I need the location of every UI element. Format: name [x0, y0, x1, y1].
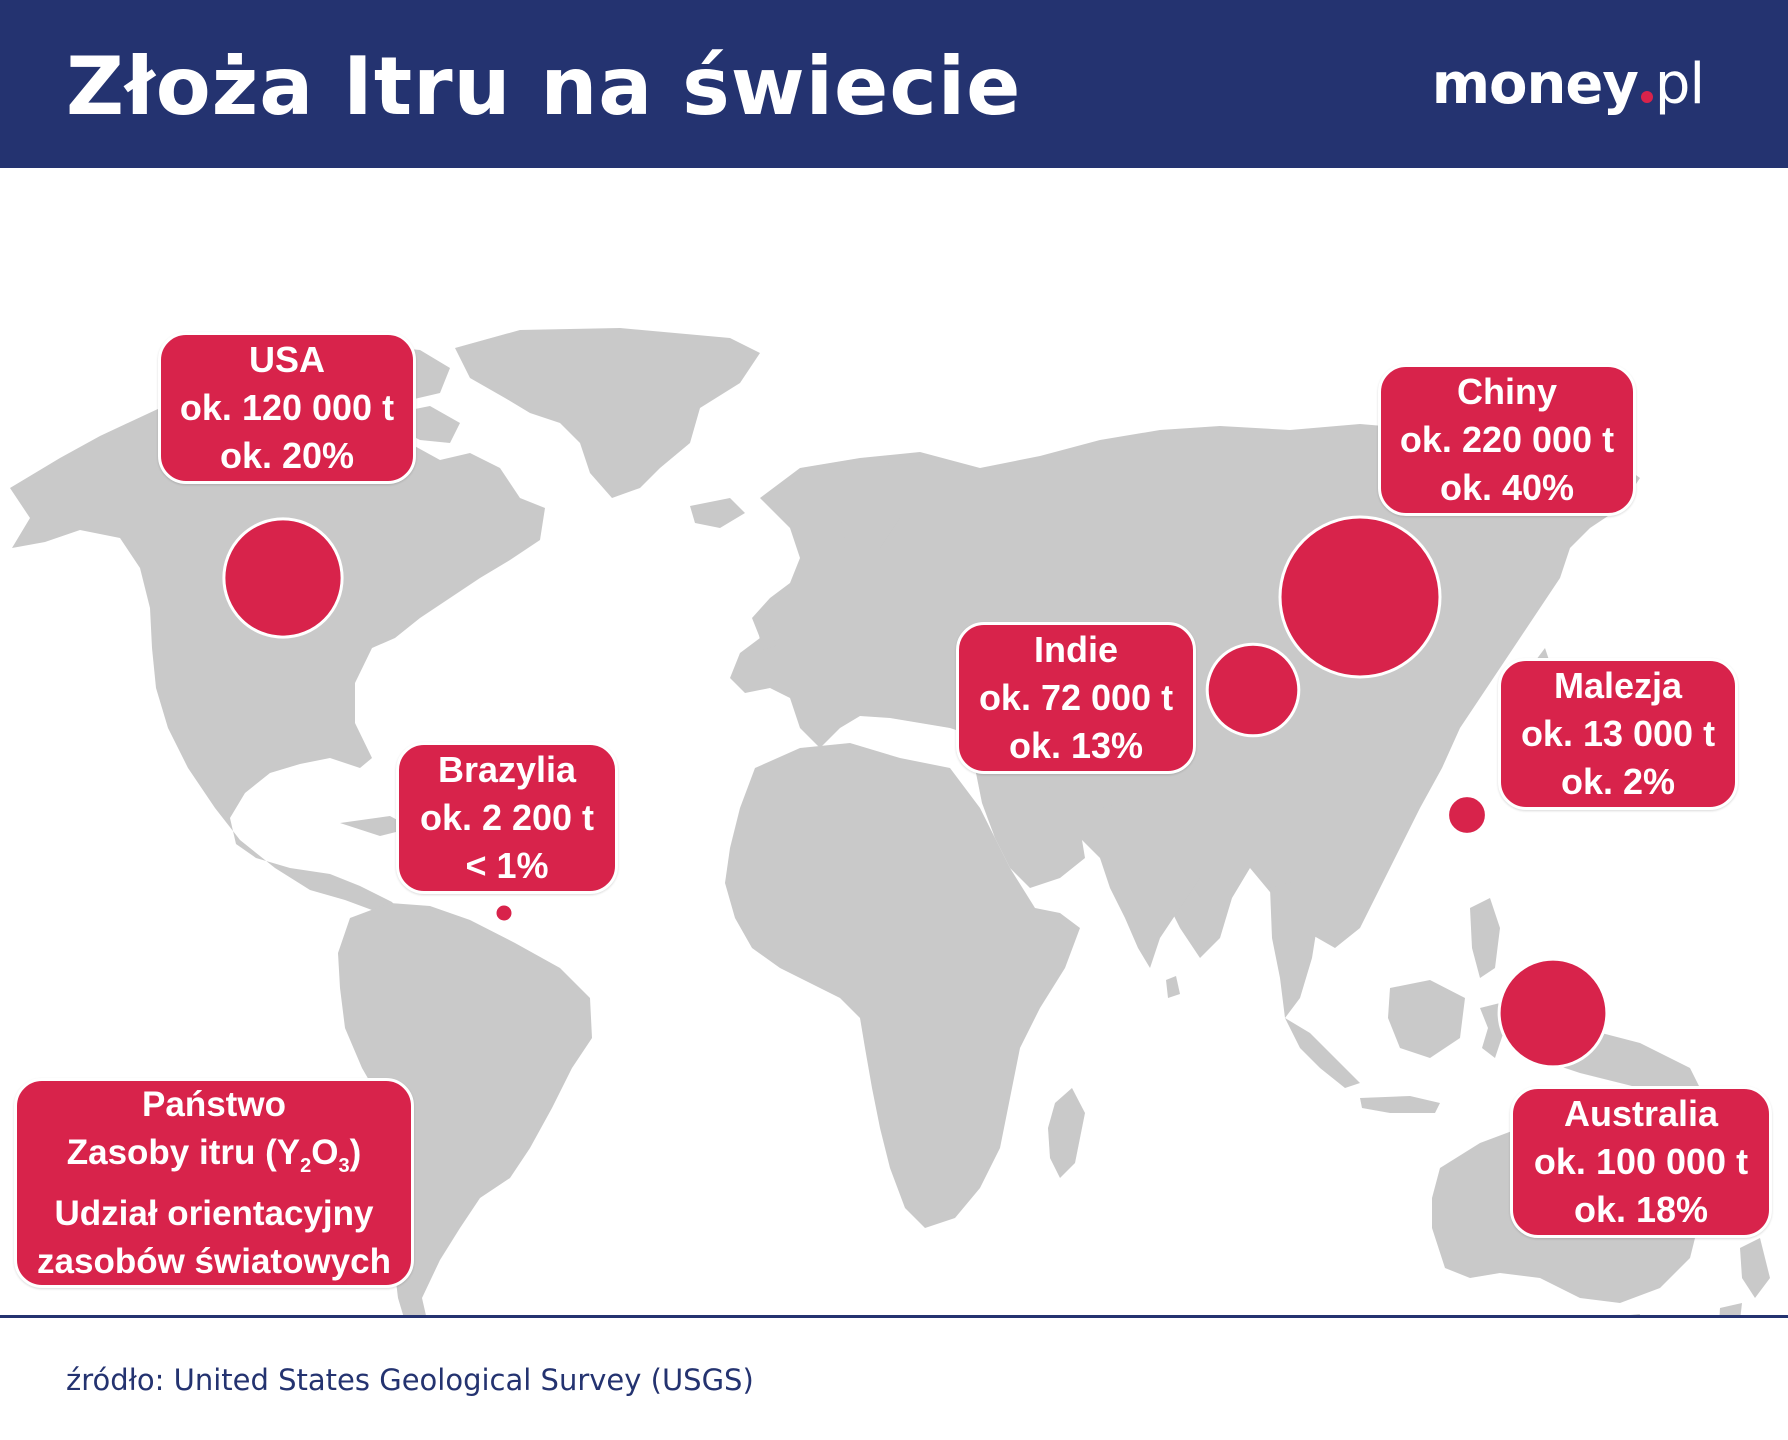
reserve-amount: ok. 13 000 t	[1520, 713, 1716, 754]
legend-country-line: Państwo	[142, 1084, 286, 1124]
legend-reserves-line: Zasoby itru (Y2O3)	[66, 1132, 362, 1177]
sumatra-shape	[1285, 1018, 1360, 1088]
reserve-amount: ok. 120 000 t	[179, 387, 395, 428]
label-brazylia: Brazylia ok. 2 200 t < 1%	[396, 742, 618, 894]
world-share: ok. 18%	[1573, 1189, 1709, 1230]
new-zealand-shape	[1740, 1238, 1770, 1298]
marker-brazylia	[493, 902, 515, 924]
greenland-shape	[455, 328, 760, 498]
footer-divider	[0, 1315, 1788, 1318]
borneo-shape	[1388, 980, 1465, 1058]
country-name: USA	[248, 339, 325, 380]
reserve-amount: ok. 220 000 t	[1399, 419, 1615, 460]
country-name: Indie	[1033, 629, 1118, 670]
north-america-shape	[10, 394, 545, 924]
marker-usa	[222, 517, 344, 639]
world-share: ok. 20%	[219, 435, 355, 476]
se-asia-shape	[1270, 880, 1320, 1018]
source-note: źródło: United States Geological Survey …	[66, 1363, 754, 1397]
india-shape	[1100, 798, 1215, 968]
page-title: Złoża Itru na świecie	[66, 40, 1022, 133]
philippines-shape	[1470, 898, 1500, 978]
marker-chiny	[1278, 515, 1442, 679]
world-share: ok. 2%	[1560, 761, 1676, 802]
world-share: ok. 13%	[1008, 725, 1144, 766]
brand-name: money	[1431, 52, 1639, 117]
country-name: Chiny	[1456, 371, 1557, 412]
label-australia: Australia ok. 100 000 t ok. 18%	[1510, 1086, 1772, 1238]
marker-malezja	[1446, 794, 1488, 836]
madagascar-shape	[1048, 1088, 1085, 1178]
marker-australia	[1497, 957, 1609, 1069]
brand-dot-icon	[1640, 91, 1653, 103]
legend-share-line-2: zasobów światowych	[37, 1241, 391, 1281]
marker-indie	[1205, 642, 1301, 738]
country-name: Australia	[1563, 1093, 1719, 1134]
reserve-amount: ok. 2 200 t	[419, 797, 595, 838]
world-share: ok. 40%	[1439, 467, 1575, 508]
legend-share-line-1: Udział orientacyjny	[54, 1193, 374, 1233]
africa-shape	[725, 743, 1080, 1228]
brand-logo: money pl	[1431, 52, 1705, 117]
reserve-amount: ok. 72 000 t	[978, 677, 1174, 718]
uk-shape	[780, 598, 815, 663]
label-malezja: Malezja ok. 13 000 t ok. 2%	[1498, 658, 1738, 810]
country-name: Malezja	[1553, 665, 1683, 706]
label-indie: Indie ok. 72 000 t ok. 13%	[956, 622, 1196, 774]
reserve-amount: ok. 100 000 t	[1533, 1141, 1749, 1182]
header-bar: Złoża Itru na świecie money pl	[0, 0, 1788, 168]
java-shape	[1360, 1096, 1440, 1113]
world-share: < 1%	[465, 845, 549, 886]
label-usa: USA ok. 120 000 t ok. 20%	[158, 332, 416, 484]
country-name: Brazylia	[437, 749, 577, 790]
arabia-shape	[975, 760, 1085, 888]
legend-box: Państwo Zasoby itru (Y2O3) Udział orient…	[14, 1078, 414, 1288]
reserve-markers	[222, 515, 1609, 1069]
label-chiny: Chiny ok. 220 000 t ok. 40%	[1378, 364, 1636, 516]
brand-suffix: pl	[1654, 52, 1705, 117]
